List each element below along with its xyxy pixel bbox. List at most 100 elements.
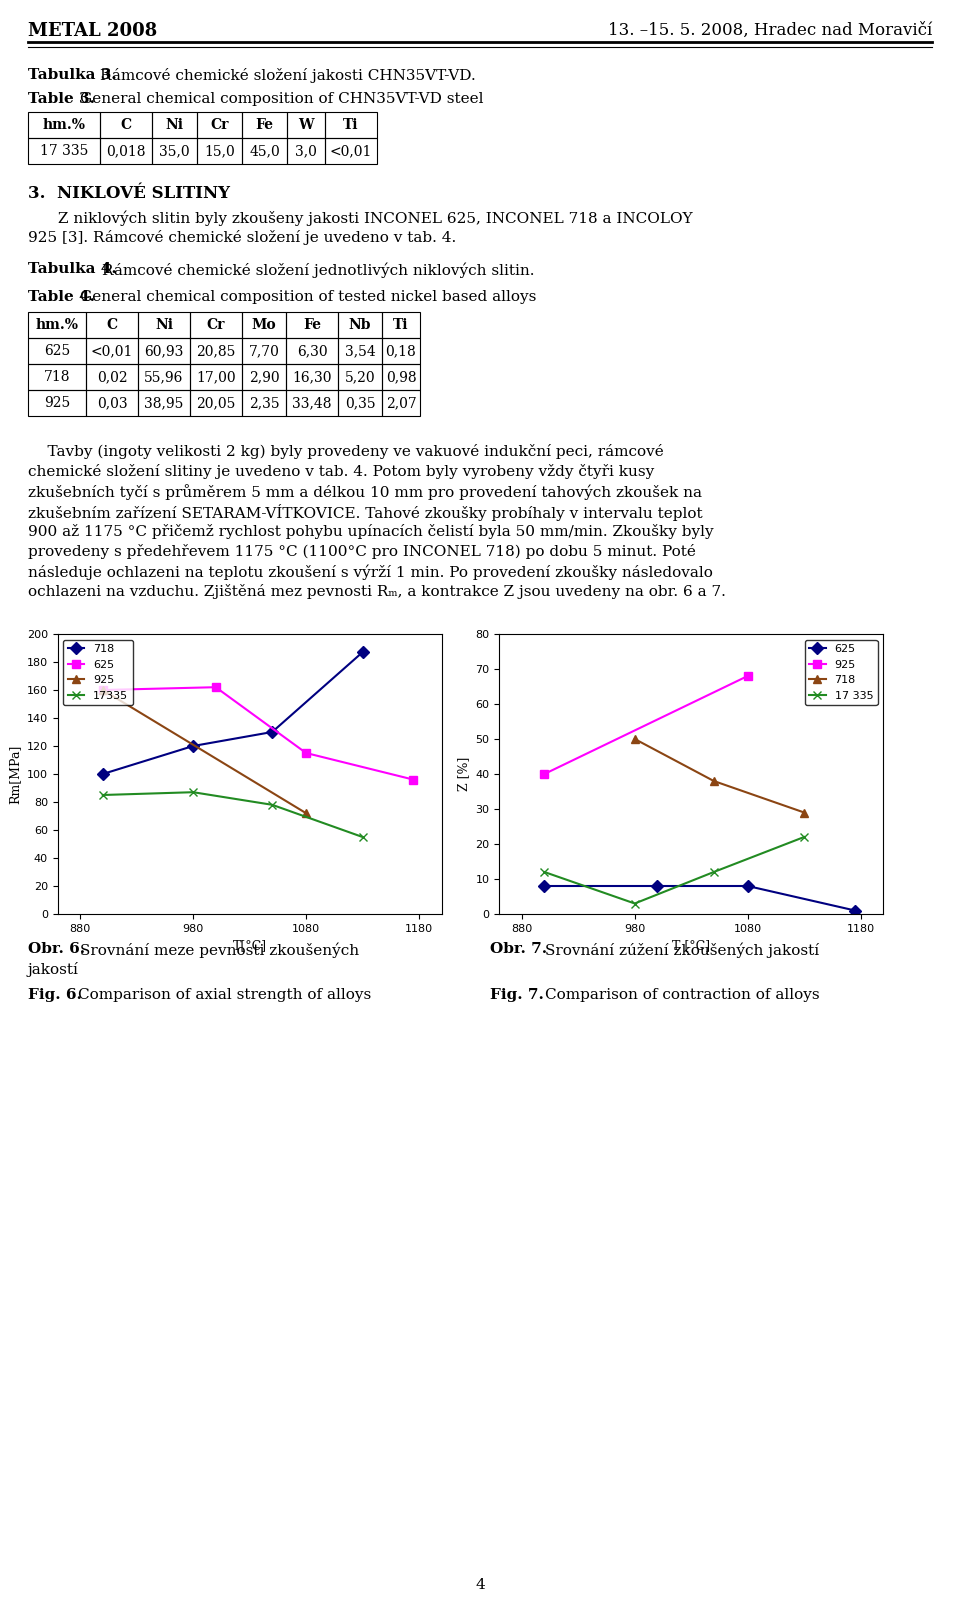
- Text: 3.  NIKLOVÉ SLITINY: 3. NIKLOVÉ SLITINY: [28, 186, 230, 202]
- Text: jakostí: jakostí: [28, 962, 79, 978]
- Text: 55,96: 55,96: [144, 370, 183, 384]
- Text: ochlazeni na vzduchu. Zjištěná mez pevnosti Rₘ, a kontrakce Z jsou uvedeny na ob: ochlazeni na vzduchu. Zjištěná mez pevno…: [28, 584, 726, 598]
- Bar: [286, 312, 338, 338]
- Text: 16,30: 16,30: [292, 370, 332, 384]
- Text: 0,018: 0,018: [107, 144, 146, 158]
- Bar: [28, 312, 86, 338]
- Text: Fig. 7.: Fig. 7.: [490, 987, 544, 1002]
- Text: General chemical composition of CHN35VT-VD steel: General chemical composition of CHN35VT-…: [80, 91, 484, 106]
- Bar: [197, 138, 242, 165]
- Bar: [242, 338, 286, 365]
- Text: Cr: Cr: [206, 318, 226, 333]
- Text: Tabulka 4.: Tabulka 4.: [28, 262, 117, 275]
- Bar: [242, 312, 286, 338]
- Bar: [138, 312, 190, 338]
- Bar: [286, 338, 338, 365]
- Bar: [338, 338, 382, 365]
- Bar: [190, 312, 242, 338]
- Bar: [28, 390, 86, 416]
- Bar: [242, 112, 287, 138]
- Text: Rámcové chemické složení jednotlivých niklových slitin.: Rámcové chemické složení jednotlivých ni…: [102, 262, 535, 277]
- Bar: [190, 338, 242, 365]
- Text: 4: 4: [475, 1578, 485, 1592]
- Text: chemické složení slitiny je uvedeno v tab. 4. Potom byly vyrobeny vždy čtyři kus: chemické složení slitiny je uvedeno v ta…: [28, 464, 655, 478]
- Bar: [242, 390, 286, 416]
- Bar: [28, 338, 86, 365]
- Y-axis label: Z [%]: Z [%]: [457, 757, 469, 790]
- Text: provedeny s předehřevem 1175 °C (1100°C pro INCONEL 718) po dobu 5 minut. Poté: provedeny s předehřevem 1175 °C (1100°C …: [28, 544, 696, 558]
- Text: Tabulka 3.: Tabulka 3.: [28, 67, 117, 82]
- Text: Table 4.: Table 4.: [28, 290, 95, 304]
- Text: Srovnání meze pevnosti zkoušených: Srovnání meze pevnosti zkoušených: [80, 942, 359, 957]
- Bar: [138, 338, 190, 365]
- Text: METAL 2008: METAL 2008: [28, 22, 157, 40]
- Bar: [86, 365, 138, 390]
- Text: 900 až 1175 °C přičemž rychlost pohybu upínacích čelistí byla 50 mm/min. Zkoušky: 900 až 1175 °C přičemž rychlost pohybu u…: [28, 525, 713, 539]
- Text: 20,85: 20,85: [196, 344, 236, 358]
- X-axis label: T[°C]: T[°C]: [232, 939, 267, 952]
- Text: 0,18: 0,18: [386, 344, 417, 358]
- Text: Obr. 7.: Obr. 7.: [490, 942, 547, 955]
- Bar: [382, 390, 420, 416]
- Text: C: C: [120, 118, 132, 133]
- Text: 0,03: 0,03: [97, 395, 128, 410]
- Text: 718: 718: [44, 370, 70, 384]
- Text: W: W: [299, 118, 314, 133]
- Bar: [325, 112, 377, 138]
- Bar: [338, 390, 382, 416]
- Text: <0,01: <0,01: [91, 344, 133, 358]
- Text: 45,0: 45,0: [250, 144, 280, 158]
- Bar: [197, 112, 242, 138]
- Text: 17,00: 17,00: [196, 370, 236, 384]
- Bar: [242, 365, 286, 390]
- Bar: [286, 365, 338, 390]
- Text: Ti: Ti: [344, 118, 359, 133]
- Text: 60,93: 60,93: [144, 344, 183, 358]
- Text: Table 3.: Table 3.: [28, 91, 95, 106]
- Text: Fe: Fe: [303, 318, 321, 333]
- Bar: [100, 138, 152, 165]
- Text: 625: 625: [44, 344, 70, 358]
- Text: 2,07: 2,07: [386, 395, 417, 410]
- Bar: [86, 338, 138, 365]
- Text: následuje ochlazeni na teplotu zkoušení s výrží 1 min. Po provedení zkoušky násl: následuje ochlazeni na teplotu zkoušení …: [28, 565, 713, 579]
- Text: 3,54: 3,54: [345, 344, 375, 358]
- Text: 2,90: 2,90: [249, 370, 279, 384]
- Bar: [382, 312, 420, 338]
- Bar: [86, 312, 138, 338]
- Text: 0,02: 0,02: [97, 370, 128, 384]
- Text: Mo: Mo: [252, 318, 276, 333]
- Text: 2,35: 2,35: [249, 395, 279, 410]
- Text: hm.%: hm.%: [36, 318, 79, 333]
- Text: Fe: Fe: [255, 118, 274, 133]
- Bar: [86, 390, 138, 416]
- Text: zkušebních tyčí s průměrem 5 mm a délkou 10 mm pro provedení tahových zkoušek na: zkušebních tyčí s průměrem 5 mm a délkou…: [28, 483, 702, 499]
- Bar: [325, 138, 377, 165]
- Text: Nb: Nb: [348, 318, 372, 333]
- Bar: [28, 112, 100, 138]
- Bar: [338, 312, 382, 338]
- Text: 38,95: 38,95: [144, 395, 183, 410]
- Text: 0,98: 0,98: [386, 370, 417, 384]
- Text: Ti: Ti: [394, 318, 409, 333]
- Bar: [382, 365, 420, 390]
- Bar: [190, 365, 242, 390]
- Bar: [190, 390, 242, 416]
- Text: Obr. 6.: Obr. 6.: [28, 942, 85, 955]
- Legend: 718, 625, 925, 17335: 718, 625, 925, 17335: [63, 640, 132, 706]
- Text: Tavby (ingoty velikosti 2 kg) byly provedeny ve vakuové indukční peci, rámcové: Tavby (ingoty velikosti 2 kg) byly prove…: [28, 443, 663, 459]
- Bar: [28, 365, 86, 390]
- Bar: [242, 138, 287, 165]
- Bar: [138, 390, 190, 416]
- Text: 0,35: 0,35: [345, 395, 375, 410]
- Text: C: C: [107, 318, 117, 333]
- Text: 3,0: 3,0: [295, 144, 317, 158]
- Text: 6,30: 6,30: [297, 344, 327, 358]
- Text: 15,0: 15,0: [204, 144, 235, 158]
- Bar: [287, 138, 325, 165]
- Text: 20,05: 20,05: [196, 395, 236, 410]
- Text: 925: 925: [44, 395, 70, 410]
- Text: Ni: Ni: [155, 318, 173, 333]
- Text: Cr: Cr: [210, 118, 228, 133]
- Text: 33,48: 33,48: [292, 395, 332, 410]
